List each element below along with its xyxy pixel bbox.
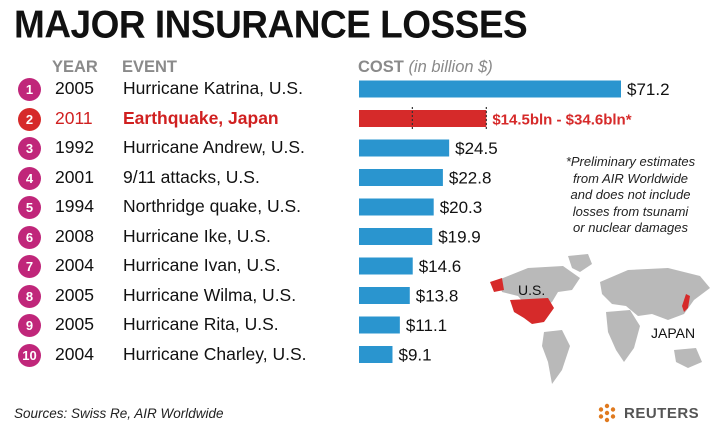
africa-shape [606, 310, 640, 362]
greenland-shape [568, 254, 592, 272]
footnote-line: from AIR Worldwide [572, 170, 689, 186]
rank-badge: 3 [18, 137, 41, 160]
alaska-shape [490, 278, 504, 292]
event-cell: Hurricane Andrew, U.S. [123, 137, 305, 157]
reuters-logo: REUTERS [596, 402, 699, 424]
year-cell: 2004 [55, 255, 94, 275]
data-label: $71.2 [627, 80, 670, 99]
data-label: $9.1 [398, 346, 431, 365]
rank-badge: 6 [18, 225, 41, 249]
bar [359, 139, 450, 157]
north-america-shape [498, 266, 580, 310]
footnote: *Preliminary estimates from AIR Worldwid… [548, 154, 713, 237]
rank-badge: 2 [18, 107, 41, 131]
data-label: $22.8 [449, 169, 492, 188]
year-cell: 2001 [55, 166, 94, 187]
year-cell: 1992 [55, 137, 94, 157]
rank-badge: 1 [18, 78, 41, 101]
footnote-line: *Preliminary estimates [565, 154, 696, 169]
bar [359, 316, 400, 334]
year-cell: 2011 [55, 107, 93, 128]
year-cell: 1994 [55, 196, 94, 216]
event-header: EVENT [122, 58, 178, 76]
bar [359, 80, 621, 98]
footnote-line: and does not include [570, 187, 691, 202]
world-map [490, 254, 710, 384]
data-label: $19.9 [438, 228, 481, 247]
range-bar [359, 110, 487, 127]
source-note: Sources: Swiss Re, AIR Worldwide [14, 406, 224, 421]
cost-header: COST (in billion $) [358, 58, 493, 77]
cost-unit-label: (in billion $) [408, 58, 493, 76]
data-label: $14.6 [419, 257, 462, 276]
rank-badge: 8 [18, 284, 41, 308]
rank-badge: 9 [18, 314, 41, 337]
cost-header-label: COST [358, 58, 404, 76]
japan-highlight-shape [682, 294, 690, 312]
chart-title: MAJOR INSURANCE LOSSES [14, 2, 528, 46]
year-cell: 2008 [55, 225, 94, 246]
rank-badge: 7 [18, 255, 41, 278]
year-cell: 2005 [55, 314, 94, 334]
bar [359, 257, 413, 275]
event-cell: Hurricane Ike, U.S. [123, 225, 271, 246]
event-cell: Hurricane Rita, U.S. [123, 314, 279, 334]
bar [359, 198, 434, 216]
year-cell: 2005 [55, 78, 94, 98]
japan-map-label: JAPAN [651, 325, 696, 341]
bar [359, 346, 393, 363]
footnote-line: or nuclear damages [573, 220, 688, 235]
event-cell: Hurricane Wilma, U.S. [123, 284, 297, 305]
bar [359, 287, 410, 304]
reuters-dots-icon [598, 403, 616, 423]
year-cell: 2004 [55, 343, 94, 364]
event-cell: Hurricane Charley, U.S. [123, 343, 307, 364]
data-label: $13.8 [416, 287, 459, 306]
us-map-label: U.S. [518, 282, 546, 298]
data-label: $11.1 [406, 316, 447, 335]
rank-badge: 5 [18, 196, 41, 219]
bar [359, 228, 433, 245]
rank-badge: 4 [18, 166, 41, 190]
data-label: $14.5bln - $34.6bln* [492, 112, 631, 129]
bar [359, 169, 443, 186]
event-cell: Northridge quake, U.S. [123, 196, 302, 216]
data-label: $20.3 [440, 198, 483, 217]
australia-shape [674, 348, 702, 368]
south-america-shape [542, 330, 570, 384]
brand-name: REUTERS [624, 404, 700, 422]
event-cell: Hurricane Ivan, U.S. [123, 255, 281, 275]
event-cell: 9/11 attacks, U.S. [123, 166, 260, 187]
year-header: YEAR [52, 58, 98, 76]
rank-badge: 10 [18, 343, 41, 367]
year-cell: 2005 [55, 284, 94, 305]
event-cell: Hurricane Katrina, U.S. [123, 78, 303, 98]
us-highlight-shape [510, 298, 554, 324]
footnote-line: losses from tsunami [572, 203, 689, 219]
data-label: $24.5 [455, 139, 498, 158]
event-cell: Earthquake, Japan [123, 107, 279, 128]
